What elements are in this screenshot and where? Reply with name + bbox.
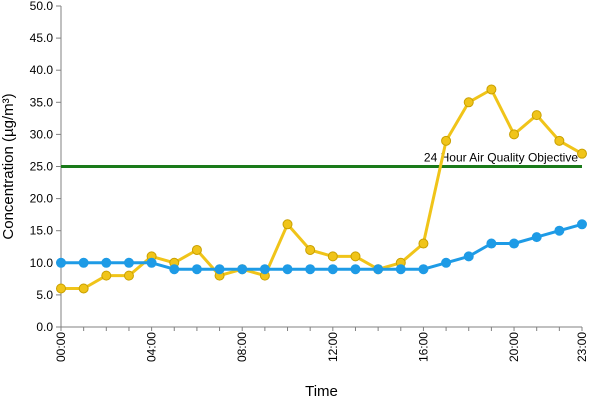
series-1-point <box>56 283 66 294</box>
series-2-point <box>418 264 429 275</box>
x-axis-title: Time <box>305 383 338 400</box>
series-1-point <box>531 110 542 121</box>
series-1-point <box>509 129 520 140</box>
y-tick-label: 25.0 <box>30 160 54 174</box>
series-2-point <box>463 251 474 262</box>
series-2-point <box>327 264 338 275</box>
series-2-point <box>350 264 361 275</box>
series-1-point <box>305 244 316 255</box>
series-1-point <box>78 283 89 294</box>
series-2-point <box>123 257 134 268</box>
series-1-point <box>418 238 429 249</box>
x-tick-label: 00:00 <box>54 332 68 362</box>
y-tick-label: 50.0 <box>30 0 54 13</box>
series-2-point <box>577 219 587 230</box>
series-2-point <box>56 257 66 268</box>
series-2-point <box>78 257 89 268</box>
series-1-point <box>101 270 112 281</box>
y-tick-label: 40.0 <box>30 63 54 77</box>
series-1-point <box>282 219 293 230</box>
series-2-point <box>259 264 270 275</box>
series-2-point <box>101 257 112 268</box>
series-2-point <box>531 232 542 243</box>
series-1-point <box>327 251 338 262</box>
y-tick-label: 15.0 <box>30 224 54 238</box>
y-tick-label: 45.0 <box>30 31 54 45</box>
series-2-point <box>305 264 316 275</box>
series-1-point <box>191 244 202 255</box>
reference-line-group: 24 Hour Air Quality Objective <box>61 151 582 168</box>
y-tick-label: 20.0 <box>30 192 54 206</box>
series-2-line <box>61 222 583 271</box>
x-tick-label: 16:00 <box>416 332 430 362</box>
series-2-point <box>169 264 180 275</box>
series-1-point <box>554 135 565 146</box>
reference-line-label: 24 Hour Air Quality Objective <box>424 151 578 165</box>
series-2-point <box>441 257 452 268</box>
y-tick-label: 10.0 <box>30 256 54 270</box>
series-2-point <box>237 264 248 275</box>
x-tick-label: 04:00 <box>145 332 159 362</box>
y-tick-label: 0.0 <box>36 320 53 334</box>
x-tick-label: 20:00 <box>507 332 521 362</box>
series-2-point <box>146 257 157 268</box>
y-tick-label: 30.0 <box>30 127 54 141</box>
x-axis-ticks: 00:00 04:00 08:00 12:00 16:00 20:00 23:00 <box>54 327 589 362</box>
series-2-point <box>554 225 565 236</box>
series-1-point <box>463 97 474 108</box>
x-tick-label: 23:00 <box>575 332 589 362</box>
y-tick-label: 5.0 <box>36 288 53 302</box>
series-2-point <box>214 264 225 275</box>
series-1-point <box>577 148 587 159</box>
series-2-point <box>282 264 293 275</box>
series-2-point <box>373 264 384 275</box>
y-axis-ticks: 0.0 5.0 10.0 15.0 20.0 25.0 30.0 35.0 40.0 45.0 50… <box>30 0 61 334</box>
series-1-point <box>350 251 361 262</box>
x-tick-label: 12:00 <box>326 332 340 362</box>
series-2-point <box>509 238 520 249</box>
series-1-point <box>441 135 452 146</box>
series-1-line <box>61 88 583 290</box>
series-2-point <box>395 264 406 275</box>
series-1-point <box>123 270 134 281</box>
y-axis-title: Concentration (µg/m³) <box>0 93 17 239</box>
series-2-point <box>486 238 497 249</box>
series-group <box>56 84 587 294</box>
y-tick-label: 35.0 <box>30 95 54 109</box>
series-2-point <box>191 264 202 275</box>
series-1-point <box>486 84 497 95</box>
x-tick-label: 08:00 <box>235 332 249 362</box>
